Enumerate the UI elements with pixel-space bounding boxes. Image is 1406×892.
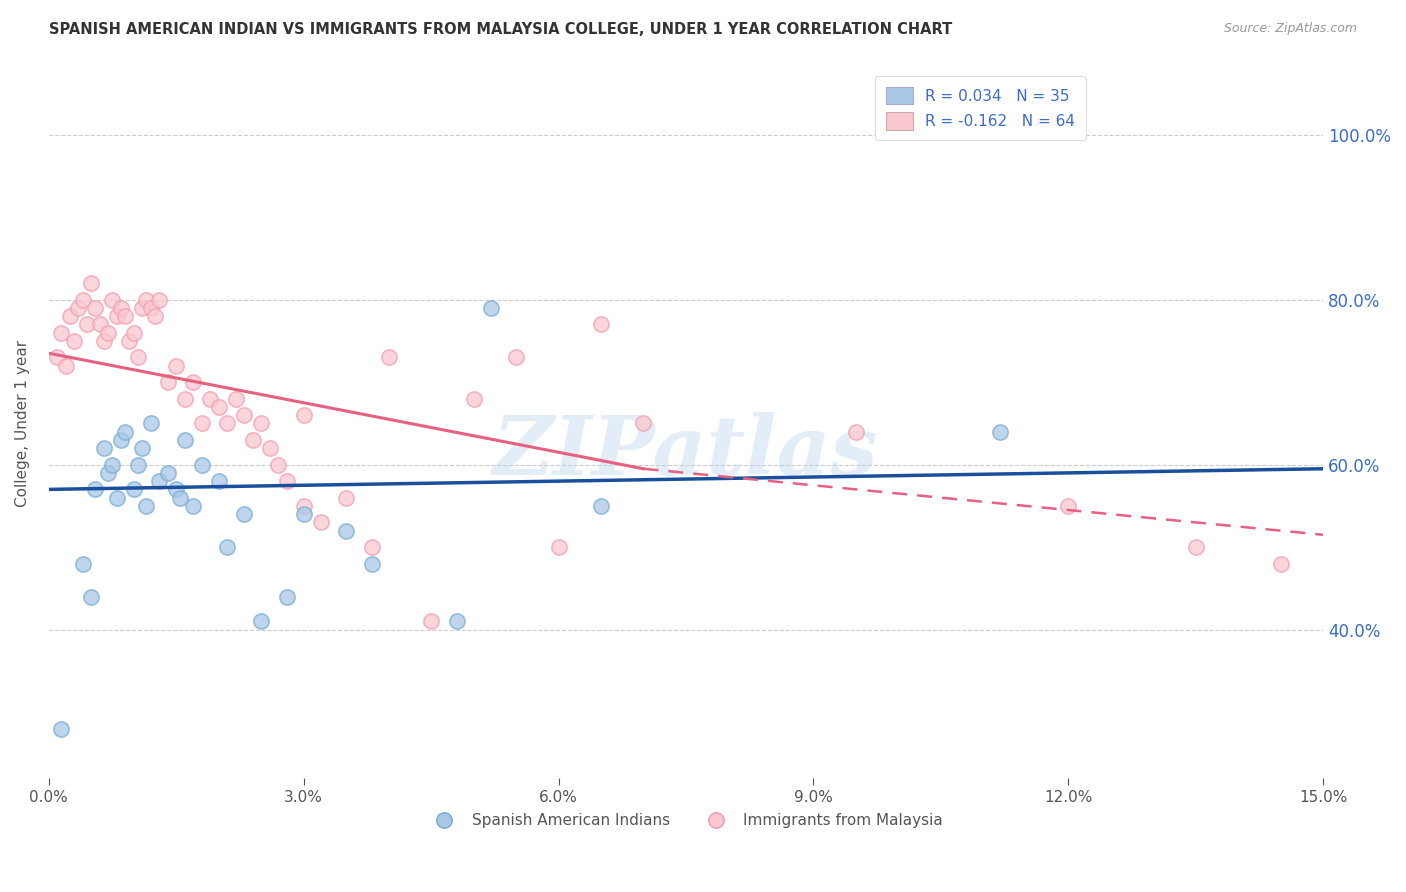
Point <box>1184 540 1206 554</box>
Point <box>148 474 170 488</box>
Point <box>122 326 145 340</box>
Point <box>105 309 128 323</box>
Point <box>97 326 120 340</box>
Point <box>208 474 231 488</box>
Point <box>59 309 82 323</box>
Point <box>165 483 187 497</box>
Legend: Spanish American Indians, Immigrants from Malaysia: Spanish American Indians, Immigrants fro… <box>423 807 949 834</box>
Text: SPANISH AMERICAN INDIAN VS IMMIGRANTS FROM MALAYSIA COLLEGE, UNDER 1 YEAR CORREL: SPANISH AMERICAN INDIAN VS IMMIGRANTS FR… <box>49 22 952 37</box>
Point <box>156 375 179 389</box>
Point <box>169 491 191 505</box>
Point <box>101 293 124 307</box>
Point <box>292 499 315 513</box>
Point <box>309 516 332 530</box>
Point <box>190 417 212 431</box>
Point <box>135 293 157 307</box>
Y-axis label: College, Under 1 year: College, Under 1 year <box>15 340 30 507</box>
Point <box>110 433 132 447</box>
Point <box>173 392 195 406</box>
Point <box>335 491 357 505</box>
Point <box>233 507 256 521</box>
Point <box>250 615 273 629</box>
Point <box>165 359 187 373</box>
Point <box>135 499 157 513</box>
Point <box>143 309 166 323</box>
Point <box>233 408 256 422</box>
Point <box>845 425 868 439</box>
Point <box>267 458 290 472</box>
Point <box>181 499 204 513</box>
Point <box>589 318 612 332</box>
Point <box>72 557 94 571</box>
Point <box>250 417 273 431</box>
Point <box>97 466 120 480</box>
Point <box>51 326 73 340</box>
Point <box>156 466 179 480</box>
Point <box>173 433 195 447</box>
Point <box>105 491 128 505</box>
Point <box>80 276 103 290</box>
Point <box>51 722 73 736</box>
Point <box>198 392 221 406</box>
Point <box>335 524 357 538</box>
Point <box>292 507 315 521</box>
Point <box>505 351 527 365</box>
Point <box>633 417 655 431</box>
Point <box>148 293 170 307</box>
Point <box>93 334 115 348</box>
Text: Source: ZipAtlas.com: Source: ZipAtlas.com <box>1223 22 1357 36</box>
Point <box>84 483 107 497</box>
Point <box>1057 499 1080 513</box>
Point <box>420 615 443 629</box>
Point <box>101 458 124 472</box>
Point <box>139 417 162 431</box>
Point <box>208 400 231 414</box>
Point <box>259 441 281 455</box>
Point <box>181 375 204 389</box>
Point <box>276 590 298 604</box>
Point <box>139 301 162 315</box>
Point <box>360 557 382 571</box>
Point <box>114 309 136 323</box>
Point <box>122 483 145 497</box>
Point <box>114 425 136 439</box>
Text: ZIPatlas: ZIPatlas <box>494 412 879 491</box>
Point <box>127 458 149 472</box>
Point <box>292 408 315 422</box>
Point <box>225 392 247 406</box>
Point <box>589 499 612 513</box>
Point <box>55 359 77 373</box>
Point <box>131 301 153 315</box>
Point <box>80 590 103 604</box>
Point <box>446 615 468 629</box>
Point <box>360 540 382 554</box>
Point <box>131 441 153 455</box>
Point <box>217 417 239 431</box>
Point <box>63 334 86 348</box>
Point <box>89 318 111 332</box>
Point <box>93 441 115 455</box>
Point <box>110 301 132 315</box>
Point <box>1270 557 1292 571</box>
Point <box>479 301 502 315</box>
Point <box>988 425 1011 439</box>
Point <box>127 351 149 365</box>
Point <box>72 293 94 307</box>
Point <box>67 301 90 315</box>
Point <box>190 458 212 472</box>
Point <box>76 318 98 332</box>
Point <box>276 474 298 488</box>
Point <box>242 433 264 447</box>
Point <box>463 392 485 406</box>
Point <box>547 540 569 554</box>
Point <box>217 540 239 554</box>
Point <box>84 301 107 315</box>
Point <box>46 351 69 365</box>
Point <box>118 334 141 348</box>
Point <box>377 351 399 365</box>
